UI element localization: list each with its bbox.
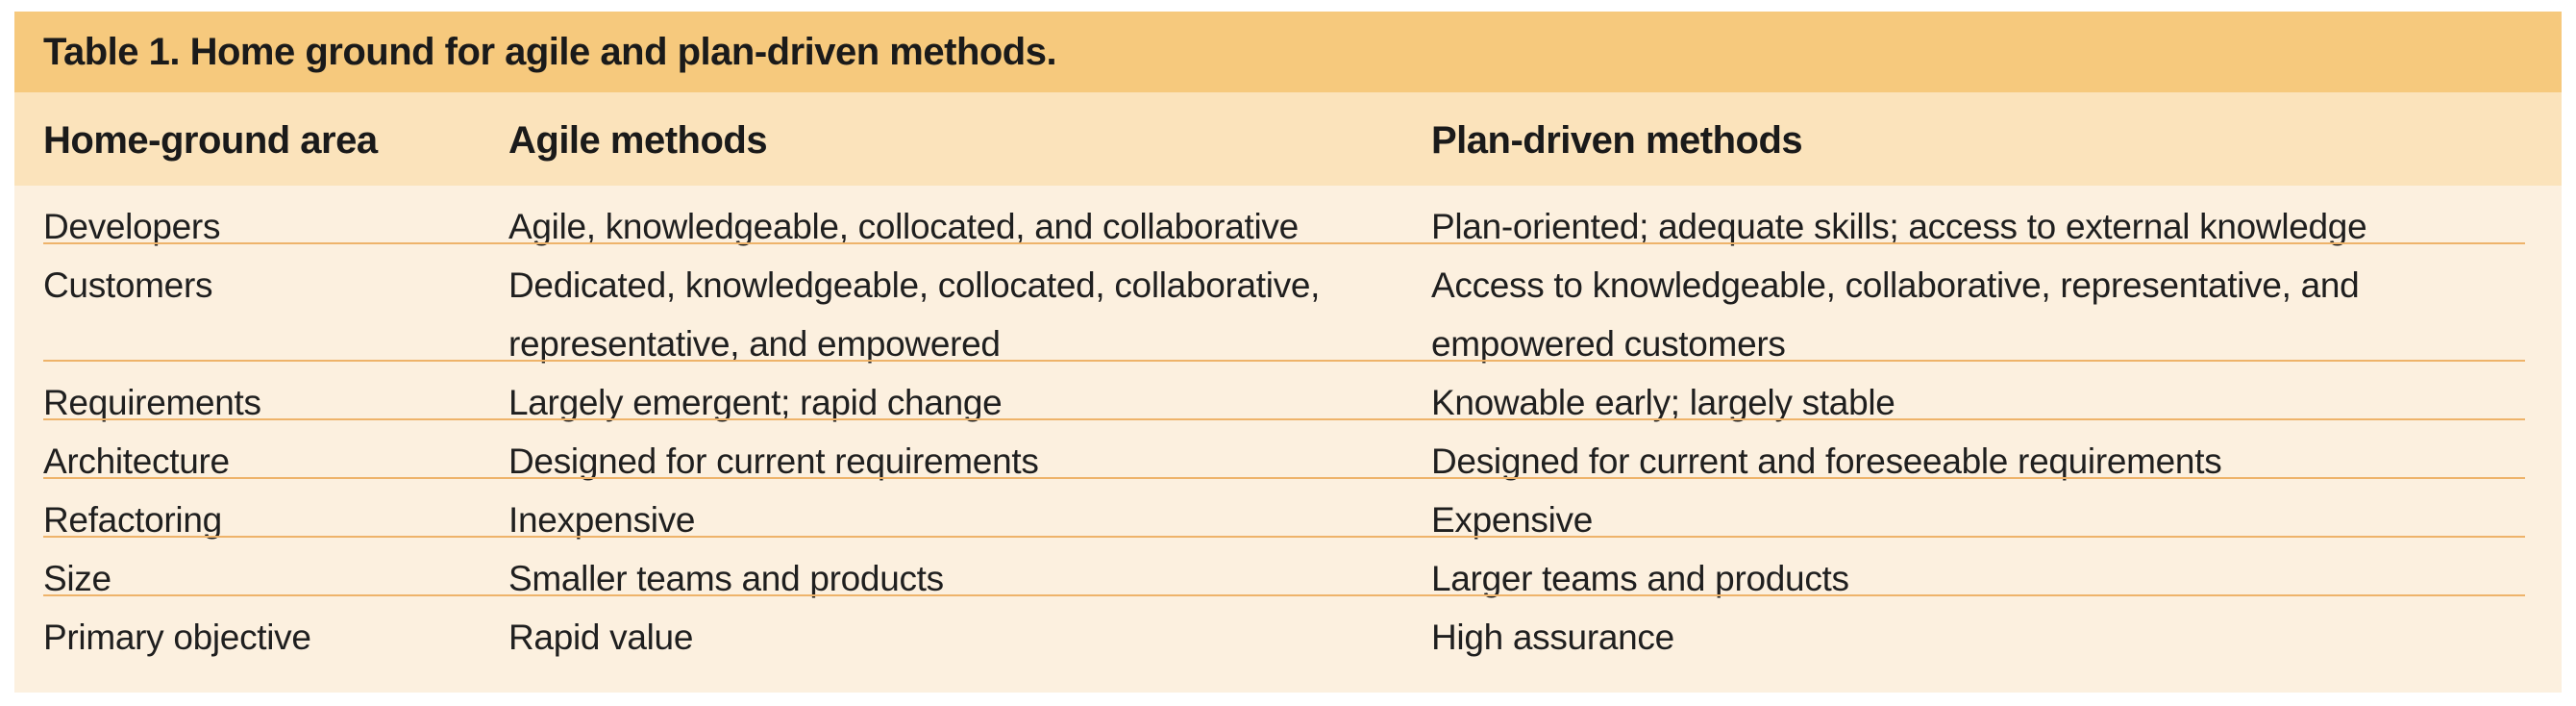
row-divider bbox=[43, 536, 2525, 538]
table-row: Size Smaller teams and products Larger t… bbox=[14, 538, 2562, 598]
table-row: Customers Dedicated, knowledgeable, coll… bbox=[14, 244, 2562, 364]
cell-agile: Dedicated, knowledgeable, collocated, co… bbox=[508, 265, 1321, 364]
table-header-row: Home-ground area Agile methods Plan-driv… bbox=[14, 92, 2562, 186]
header-home-ground-area: Home-ground area bbox=[43, 119, 378, 162]
cell-agile: Inexpensive bbox=[508, 500, 696, 540]
row-divider bbox=[43, 477, 2525, 479]
cell-area: Requirements bbox=[43, 383, 261, 422]
table-caption: Table 1. Home ground for agile and plan-… bbox=[43, 30, 1057, 73]
cell-area: Primary objective bbox=[43, 618, 311, 657]
cell-plan-driven: Plan-oriented; adequate skills; access t… bbox=[1431, 207, 2367, 246]
cell-agile: Rapid value bbox=[508, 618, 694, 657]
cell-plan-driven: Larger teams and products bbox=[1431, 559, 1849, 598]
table-caption-bar: Table 1. Home ground for agile and plan-… bbox=[14, 12, 2562, 92]
table-row: Developers Agile, knowledgeable, colloca… bbox=[14, 186, 2562, 246]
header-agile-methods: Agile methods bbox=[508, 119, 768, 162]
table-row: Requirements Largely emergent; rapid cha… bbox=[14, 362, 2562, 422]
table-container: Table 1. Home ground for agile and plan-… bbox=[14, 12, 2562, 693]
cell-plan-driven: Access to knowledgeable, collaborative, … bbox=[1431, 265, 2360, 364]
cell-plan-driven: Designed for current and foreseeable req… bbox=[1431, 441, 2222, 481]
row-divider bbox=[43, 242, 2525, 244]
table-row: Architecture Designed for current requir… bbox=[14, 420, 2562, 481]
row-divider bbox=[43, 418, 2525, 420]
cell-plan-driven: Knowable early; largely stable bbox=[1431, 383, 1895, 422]
row-divider bbox=[43, 594, 2525, 596]
cell-agile: Largely emergent; rapid change bbox=[508, 383, 1003, 422]
row-divider bbox=[43, 360, 2525, 362]
table-row: Refactoring Inexpensive Expensive bbox=[14, 479, 2562, 540]
cell-plan-driven: Expensive bbox=[1431, 500, 1594, 540]
header-plan-driven-methods: Plan-driven methods bbox=[1431, 119, 1803, 162]
cell-agile: Agile, knowledgeable, collocated, and co… bbox=[508, 207, 1299, 246]
cell-agile: Smaller teams and products bbox=[508, 559, 944, 598]
cell-area: Customers bbox=[43, 265, 213, 305]
cell-area: Developers bbox=[43, 207, 221, 246]
cell-plan-driven: High assurance bbox=[1431, 618, 1674, 657]
cell-area: Refactoring bbox=[43, 500, 222, 540]
table-row: Primary objective Rapid value High assur… bbox=[14, 596, 2562, 657]
cell-agile: Designed for current requirements bbox=[508, 441, 1039, 481]
cell-area: Size bbox=[43, 559, 111, 598]
table-body: Developers Agile, knowledgeable, colloca… bbox=[14, 186, 2562, 657]
cell-area: Architecture bbox=[43, 441, 230, 481]
